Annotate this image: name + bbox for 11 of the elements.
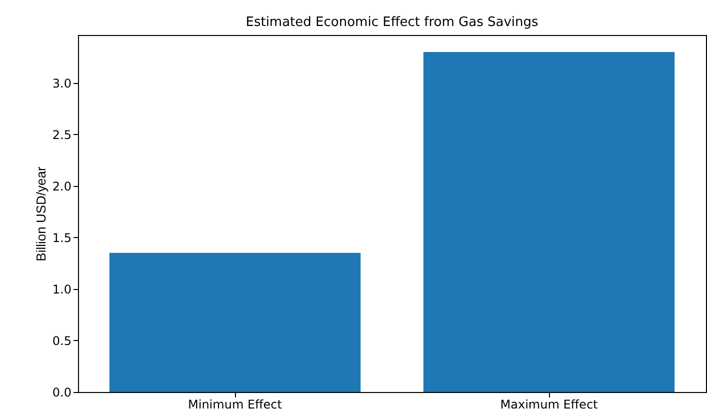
- y-axis-title: Billion USD/year: [33, 166, 48, 262]
- x-tick-label: Minimum Effect: [188, 398, 282, 412]
- y-tick-label: 2.5: [52, 128, 72, 142]
- y-tick-label: 2.0: [52, 179, 72, 194]
- y-tick-label: 3.0: [52, 76, 72, 90]
- chart-title: Estimated Economic Effect from Gas Savings: [246, 15, 538, 30]
- y-tick-label: 0.5: [52, 334, 72, 348]
- y-tick-label: 1.5: [52, 230, 72, 245]
- y-tick-label: 1.0: [52, 282, 72, 296]
- y-tick-label: 0.0: [52, 386, 72, 400]
- x-tick-label: Maximum Effect: [500, 398, 598, 412]
